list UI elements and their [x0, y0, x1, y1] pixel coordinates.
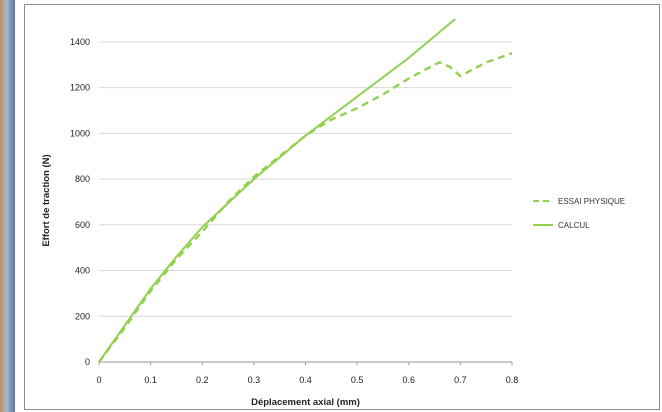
y-tick-labels: 0 200 400 600 800 1000 1200 1400 [70, 37, 90, 367]
x-tick-label: 0.7 [454, 375, 467, 385]
x-tick-label: 0.3 [248, 375, 261, 385]
y-tick-label: 0 [85, 357, 90, 367]
x-axis-label: Déplacement axial (mm) [251, 397, 360, 408]
x-tick-label: 0.1 [144, 375, 157, 385]
x-tick-label: 0.6 [402, 375, 415, 385]
y-axis-label: Effort de traction (N) [41, 154, 52, 246]
photo-strip [0, 0, 15, 412]
x-tick-label: 0 [96, 375, 101, 385]
y-tick-label: 1000 [70, 128, 90, 138]
y-tick-label: 600 [75, 220, 90, 230]
x-tick-label: 0.2 [196, 375, 209, 385]
y-tick-label: 200 [75, 311, 90, 321]
y-tick-label: 400 [75, 266, 90, 276]
x-tick-label: 0.5 [351, 375, 364, 385]
y-tick-label: 1200 [70, 83, 90, 93]
series-line-calcul [98, 18, 456, 363]
x-tick-label: 0.8 [506, 375, 519, 385]
y-tick-label: 1400 [70, 37, 90, 47]
y-tick-label: 800 [75, 174, 90, 184]
legend-label: CALCUL [558, 221, 590, 230]
chart-frame [24, 4, 660, 410]
gridlines [99, 41, 512, 317]
x-tick-labels: 0 0.1 0.2 0.3 0.4 0.5 0.6 0.7 0.8 [96, 362, 518, 385]
legend-label: ESSAI PHYSIQUE [558, 197, 625, 206]
legend: ESSAI PHYSIQUE CALCUL [533, 197, 625, 230]
x-tick-label: 0.4 [299, 375, 312, 385]
series-line-essai-physique [98, 52, 513, 363]
series-layer [98, 18, 513, 363]
